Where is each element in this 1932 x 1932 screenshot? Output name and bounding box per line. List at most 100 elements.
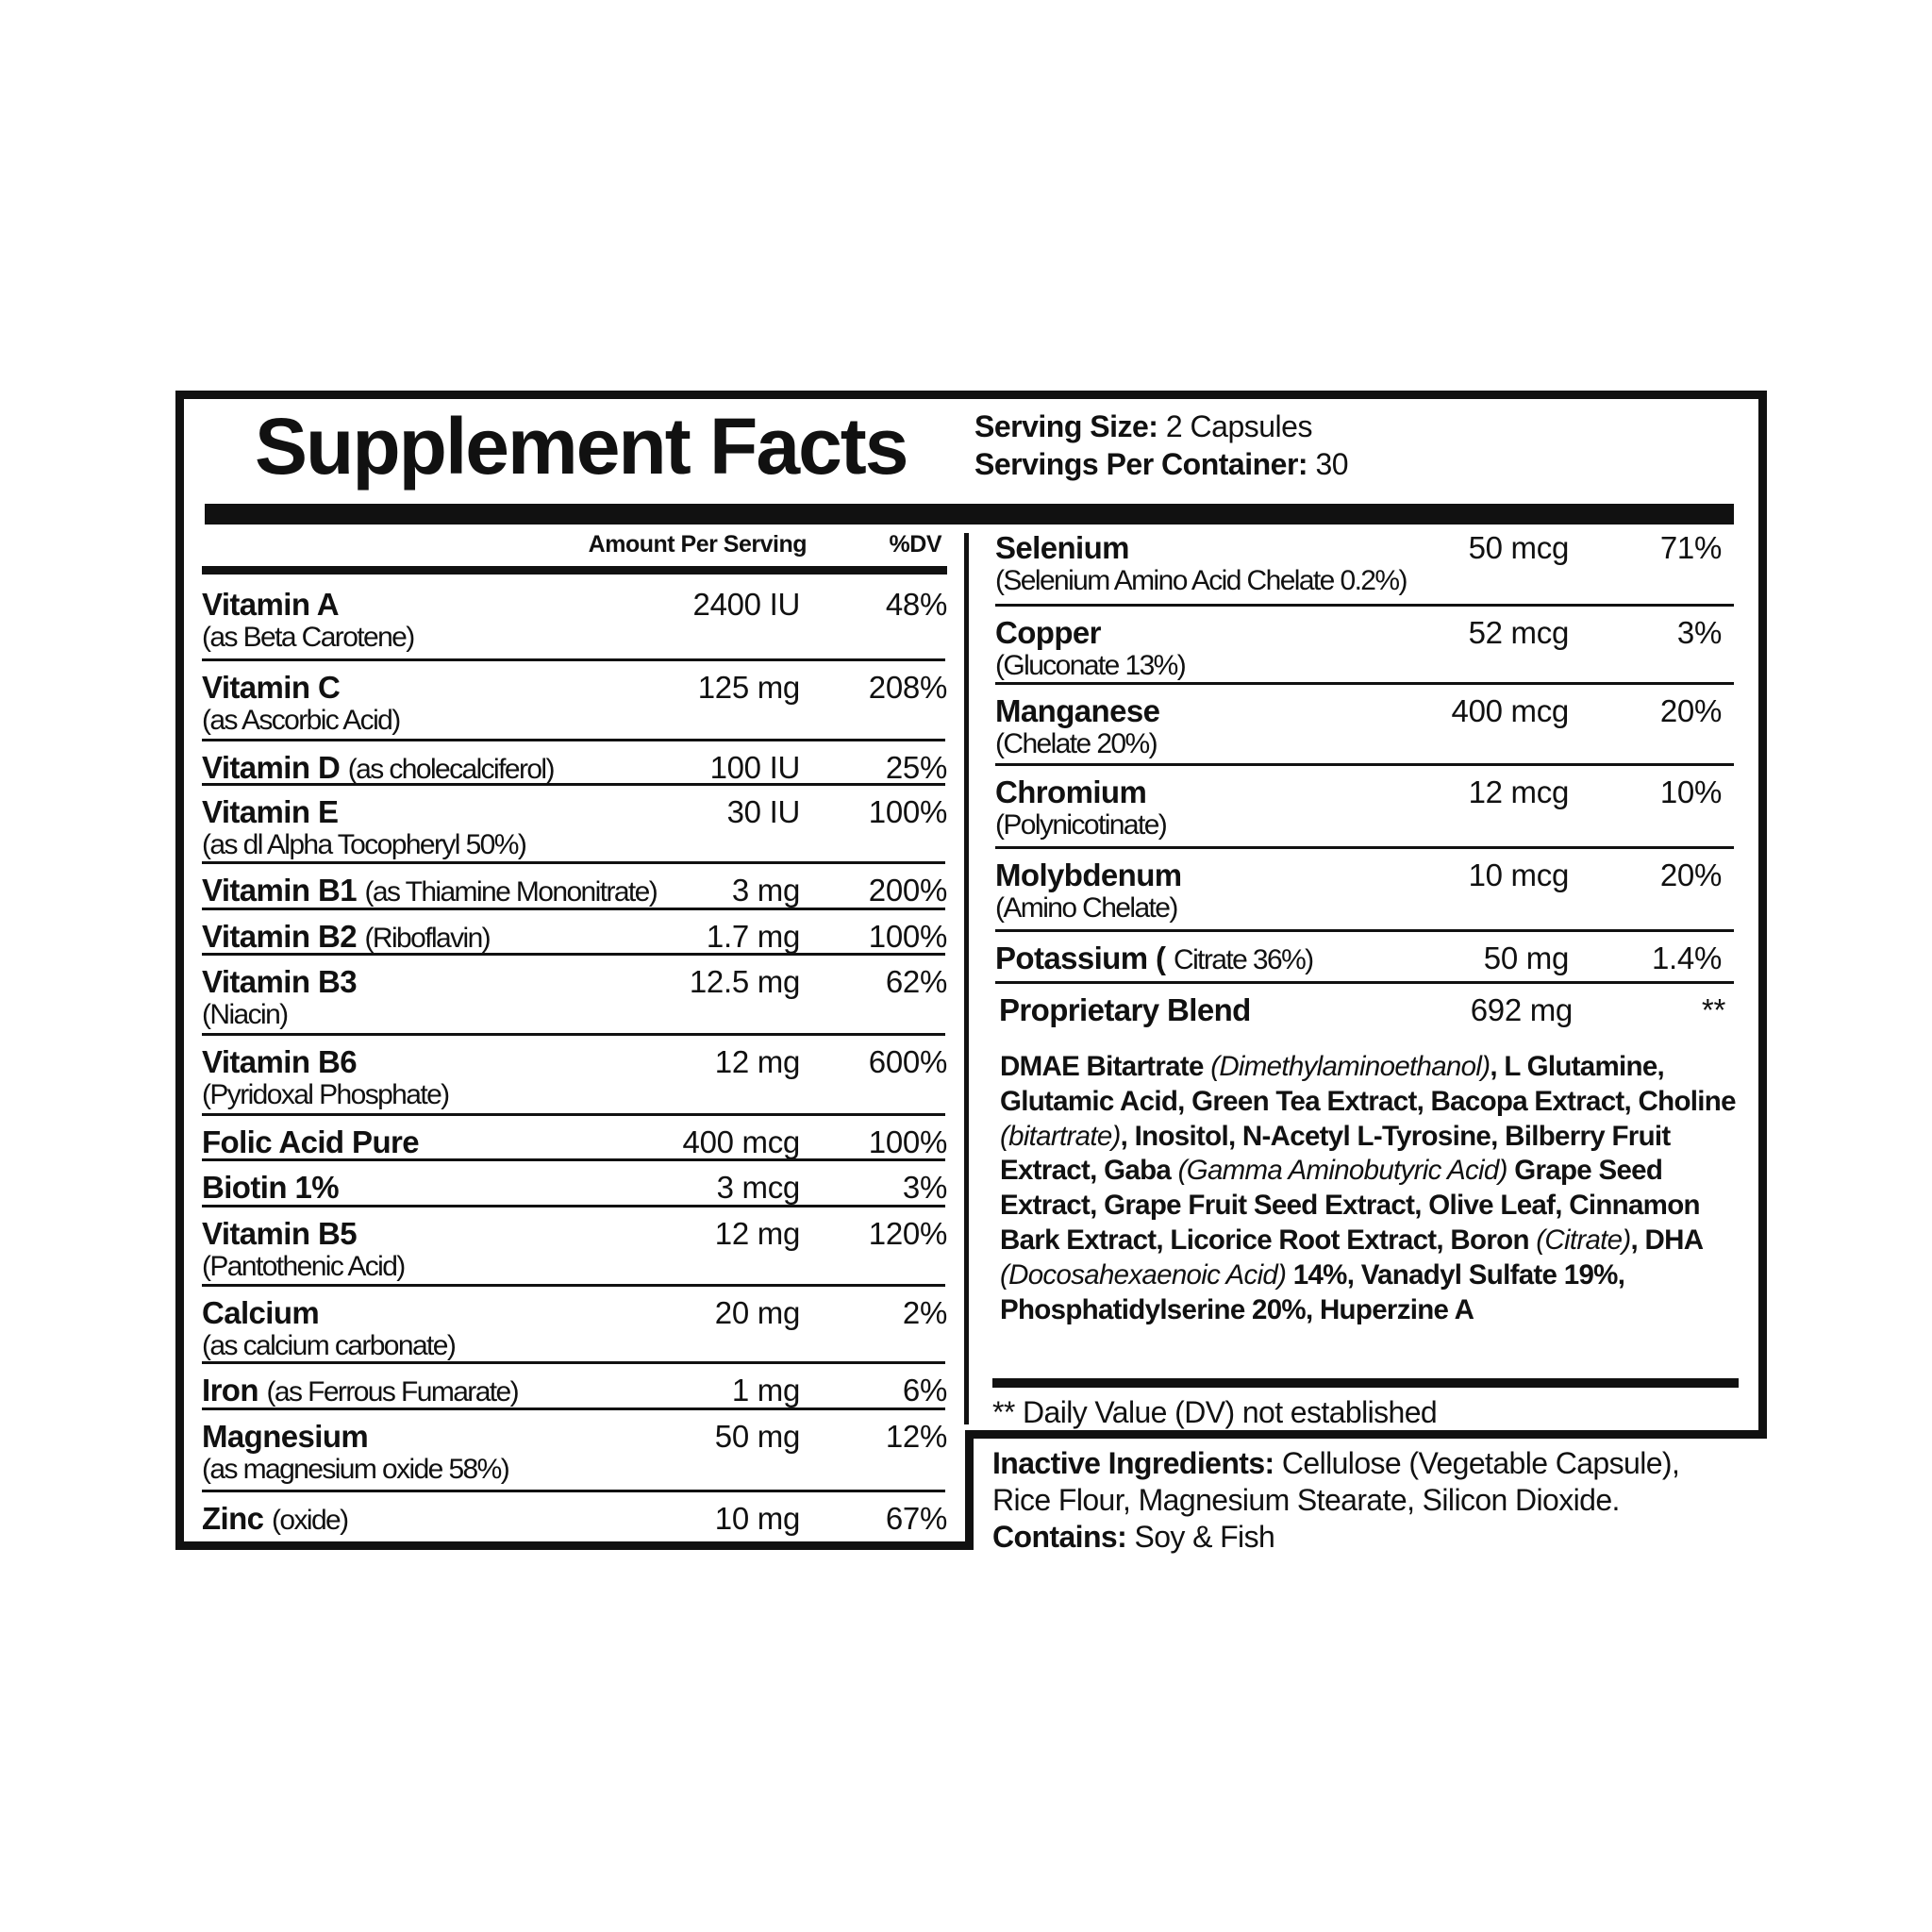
thick-divider [205, 504, 1734, 525]
row-divider [202, 739, 945, 741]
row-divider [202, 658, 945, 661]
nutrient-amount: 12.5 mg [689, 964, 800, 999]
row-divider [995, 763, 1734, 766]
column-divider [964, 533, 969, 1424]
nutrient-dv: 3% [902, 1170, 947, 1205]
ingredient-text: , Inositol, N-Acetyl L-Tyrosine, Bilberr… [1000, 1120, 1671, 1187]
nutrient-source: (as Beta Carotene) [202, 622, 415, 653]
proprietary-blend-ingredients: DMAE Bitartrate (Dimethylaminoethanol), … [1000, 1050, 1745, 1327]
row-divider [202, 1490, 945, 1492]
ingredient-note: (Citrate) [1536, 1224, 1631, 1256]
frame-left [175, 391, 184, 1550]
nutrient-source: (Gluconate 13%) [995, 650, 1187, 681]
frame-bottom-right [965, 1430, 1767, 1439]
nutrient-source: (Selenium Amino Acid Chelate 0.2%) [995, 565, 1407, 596]
nutrient-name: Vitamin B2 (Riboflavin) [202, 919, 491, 954]
nutrient-dv: 3% [1676, 615, 1722, 650]
nutrient-amount: 3 mcg [716, 1170, 801, 1205]
nutrient-amount: 400 mcg [682, 1124, 801, 1159]
nutrient-source: (as Ascorbic Acid) [202, 705, 401, 736]
nutrient-dv: 2% [902, 1295, 947, 1330]
nutrient-dv: 20% [1659, 693, 1722, 728]
nutrient-name: Vitamin A [202, 587, 340, 622]
nutrient-dv: 6% [902, 1373, 947, 1407]
nutrient-name: Potassium ( Citrate 36%) [995, 941, 1314, 975]
nutrient-name: Vitamin C [202, 670, 341, 705]
row-divider [995, 604, 1734, 607]
nutrient-source: (as Ferrous Fumarate) [266, 1376, 520, 1407]
row-divider [202, 953, 945, 956]
inactive-ingredients-line2: Rice Flour, Magnesium Stearate, Silicon … [992, 1483, 1620, 1517]
nutrient-dv: 120% [868, 1216, 948, 1251]
nutrient-name: Selenium [995, 530, 1130, 565]
nutrient-amount: 20 mg [714, 1295, 801, 1330]
row-divider [202, 1361, 945, 1364]
nutrient-name: Zinc (oxide) [202, 1501, 349, 1536]
nutrient-source: (Pyridoxal Phosphate) [202, 1079, 450, 1110]
nutrient-amount: 1.7 mg [706, 919, 800, 954]
nutrient-name: Vitamin B3 [202, 964, 358, 999]
nutrient-dv: 600% [868, 1044, 948, 1079]
row-divider [995, 682, 1734, 685]
ingredient-note: (Gamma Aminobutyric Acid) [1177, 1155, 1508, 1187]
nutrient-source: (Amino Chelate) [995, 892, 1178, 924]
nutrient-dv: 25% [885, 750, 947, 785]
nutrient-dv: 200% [868, 873, 948, 908]
nutrient-name: Iron (as Ferrous Fumarate) [202, 1373, 520, 1407]
frame-mid-vertical [965, 1430, 974, 1550]
frame-right [1758, 391, 1767, 1439]
ingredient-note: (bitartrate) [1000, 1120, 1121, 1152]
ingredient-text: DMAE Bitartrate [1000, 1051, 1211, 1082]
nutrient-amount: 1 mg [731, 1373, 800, 1407]
frame-bottom-left [175, 1541, 974, 1550]
nutrient-name: Vitamin B5 [202, 1216, 358, 1251]
nutrient-amount: 125 mg [697, 670, 801, 705]
contains: Contains: Soy & Fish [992, 1520, 1275, 1554]
nutrient-dv: 10% [1659, 774, 1722, 809]
inactive-ingredients: Inactive Ingredients: Cellulose (Vegetab… [992, 1446, 1680, 1480]
nutrient-dv: 67% [885, 1501, 947, 1536]
ingredient-text: Grape Seed Extract, Grape Fruit Seed Ext… [1000, 1155, 1701, 1256]
nutrient-amount: 3 mg [731, 873, 800, 908]
page-title: Supplement Facts [255, 402, 908, 491]
nutrient-source: (as cholecalciferol) [347, 754, 556, 785]
nutrient-dv: 208% [868, 670, 948, 705]
nutrient-source: (Chelate 20%) [995, 728, 1158, 759]
nutrient-name: Proprietary Blend [999, 992, 1251, 1027]
nutrient-amount: 12 mg [714, 1044, 801, 1079]
nutrient-source: (as Thiamine Mononitrate) [364, 876, 658, 908]
nutrient-source: (as dl Alpha Tocopheryl 50%) [202, 829, 527, 860]
nutrient-source: (Polynicotinate) [995, 809, 1168, 841]
nutrient-name: Copper [995, 615, 1102, 650]
ingredient-text: 14%, Vanadyl Sulfate 19%, Phosphatidylse… [1000, 1258, 1625, 1325]
nutrient-amount: 100 IU [709, 750, 801, 785]
ingredient-note: (Dimethylaminoethanol) [1210, 1051, 1491, 1082]
nutrient-name: Biotin 1% [202, 1170, 340, 1205]
row-divider [202, 1113, 945, 1116]
row-divider [202, 908, 945, 910]
nutrient-dv: 1.4% [1651, 941, 1722, 975]
nutrient-name: Chromium [995, 774, 1147, 809]
nutrient-name: Vitamin B1 (as Thiamine Mononitrate) [202, 873, 658, 908]
nutrient-source: (Riboflavin) [364, 923, 491, 954]
nutrient-dv: 100% [868, 919, 948, 954]
nutrient-amount: 50 mcg [1468, 530, 1570, 565]
nutrient-name: Vitamin E [202, 794, 339, 829]
frame-top [175, 391, 1767, 399]
row-divider [202, 1205, 945, 1208]
nutrient-amount: 50 mg [1483, 941, 1570, 975]
nutrient-source: Citrate 36%) [1174, 944, 1314, 975]
nutrient-dv: 100% [868, 794, 948, 829]
nutrient-amount: 12 mg [714, 1216, 801, 1251]
ingredient-note: (Docosahexaenoic Acid) [1000, 1258, 1287, 1291]
ingredient-text: , L Glutamine, Glutamic Acid, Green Tea … [1000, 1051, 1736, 1117]
servings-per-container: Servings Per Container: 30 [974, 447, 1349, 481]
nutrient-amount: 52 mcg [1468, 615, 1570, 650]
row-divider [995, 981, 1734, 984]
nutrient-name: Folic Acid Pure [202, 1124, 420, 1159]
nutrient-dv: 62% [885, 964, 947, 999]
row-divider [202, 1033, 945, 1036]
nutrient-name: Manganese [995, 693, 1160, 728]
nutrient-name: Vitamin D (as cholecalciferol) [202, 750, 556, 785]
row-divider [202, 861, 945, 864]
